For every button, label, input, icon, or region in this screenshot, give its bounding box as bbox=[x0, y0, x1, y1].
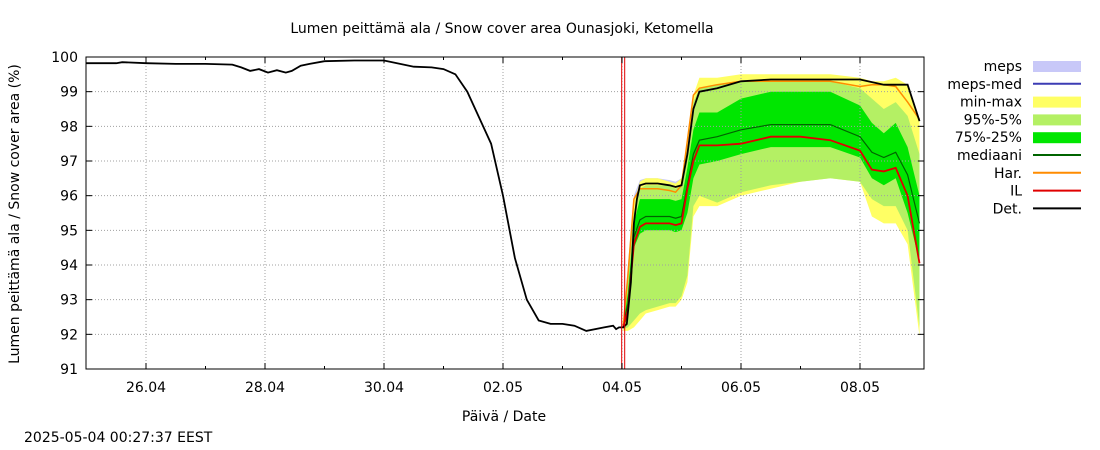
y-tick-label: 94 bbox=[60, 258, 78, 274]
chart-title: Lumen peittämä ala / Snow cover area Oun… bbox=[290, 21, 713, 37]
legend-label: 75%-25% bbox=[955, 130, 1022, 146]
line-det bbox=[86, 59, 921, 332]
y-tick-label: 95 bbox=[60, 223, 78, 239]
legend-label: mediaani bbox=[957, 148, 1022, 164]
legend-swatch bbox=[1033, 96, 1081, 108]
y-axis-label: Lumen peittämä ala / Snow cover area (%) bbox=[7, 64, 23, 364]
y-tick-label: 98 bbox=[60, 119, 78, 135]
x-tick-label: 06.05 bbox=[721, 380, 761, 396]
x-tick-label: 02.05 bbox=[483, 380, 523, 396]
x-tick-label: 08.05 bbox=[840, 380, 880, 396]
y-tick-label: 99 bbox=[60, 85, 78, 101]
x-tick-label: 26.04 bbox=[126, 380, 166, 396]
legend-label: meps-med bbox=[947, 77, 1022, 93]
legend-swatch bbox=[1033, 61, 1081, 72]
series-lines bbox=[85, 56, 925, 370]
legend-label: 95%-5% bbox=[964, 112, 1022, 128]
y-tick-label: 91 bbox=[60, 362, 78, 378]
y-tick-label: 97 bbox=[60, 154, 78, 170]
legend-label: meps bbox=[984, 59, 1022, 75]
legend-label: IL bbox=[1010, 184, 1022, 200]
y-tick-label: 100 bbox=[51, 50, 78, 66]
legend-label: Det. bbox=[993, 201, 1022, 217]
legend-label: Har. bbox=[994, 166, 1022, 182]
timestamp: 2025-05-04 00:27:37 EEST bbox=[24, 430, 213, 446]
legend-label: min-max bbox=[960, 95, 1022, 111]
line-mediaani bbox=[622, 124, 921, 328]
x-tick-label: 04.05 bbox=[602, 380, 642, 396]
line-il bbox=[622, 135, 921, 328]
plot-frame bbox=[85, 56, 925, 370]
x-axis-label: Päivä / Date bbox=[462, 409, 546, 425]
x-tick-label: 30.04 bbox=[364, 380, 404, 396]
legend-swatch bbox=[1033, 132, 1081, 144]
x-tick-label: 28.04 bbox=[245, 380, 285, 396]
y-axis-ticks: 91 92 93 94 95 96 97 98 99 100 bbox=[51, 50, 924, 378]
y-tick-label: 92 bbox=[60, 327, 78, 343]
y-tick-label: 93 bbox=[60, 293, 78, 309]
x-axis-ticks: 26.04 28.04 30.04 02.05 04.05 06.05 08.05 bbox=[126, 57, 880, 396]
y-tick-label: 96 bbox=[60, 189, 78, 205]
line-har bbox=[622, 80, 921, 326]
legend-swatch bbox=[1033, 114, 1081, 126]
